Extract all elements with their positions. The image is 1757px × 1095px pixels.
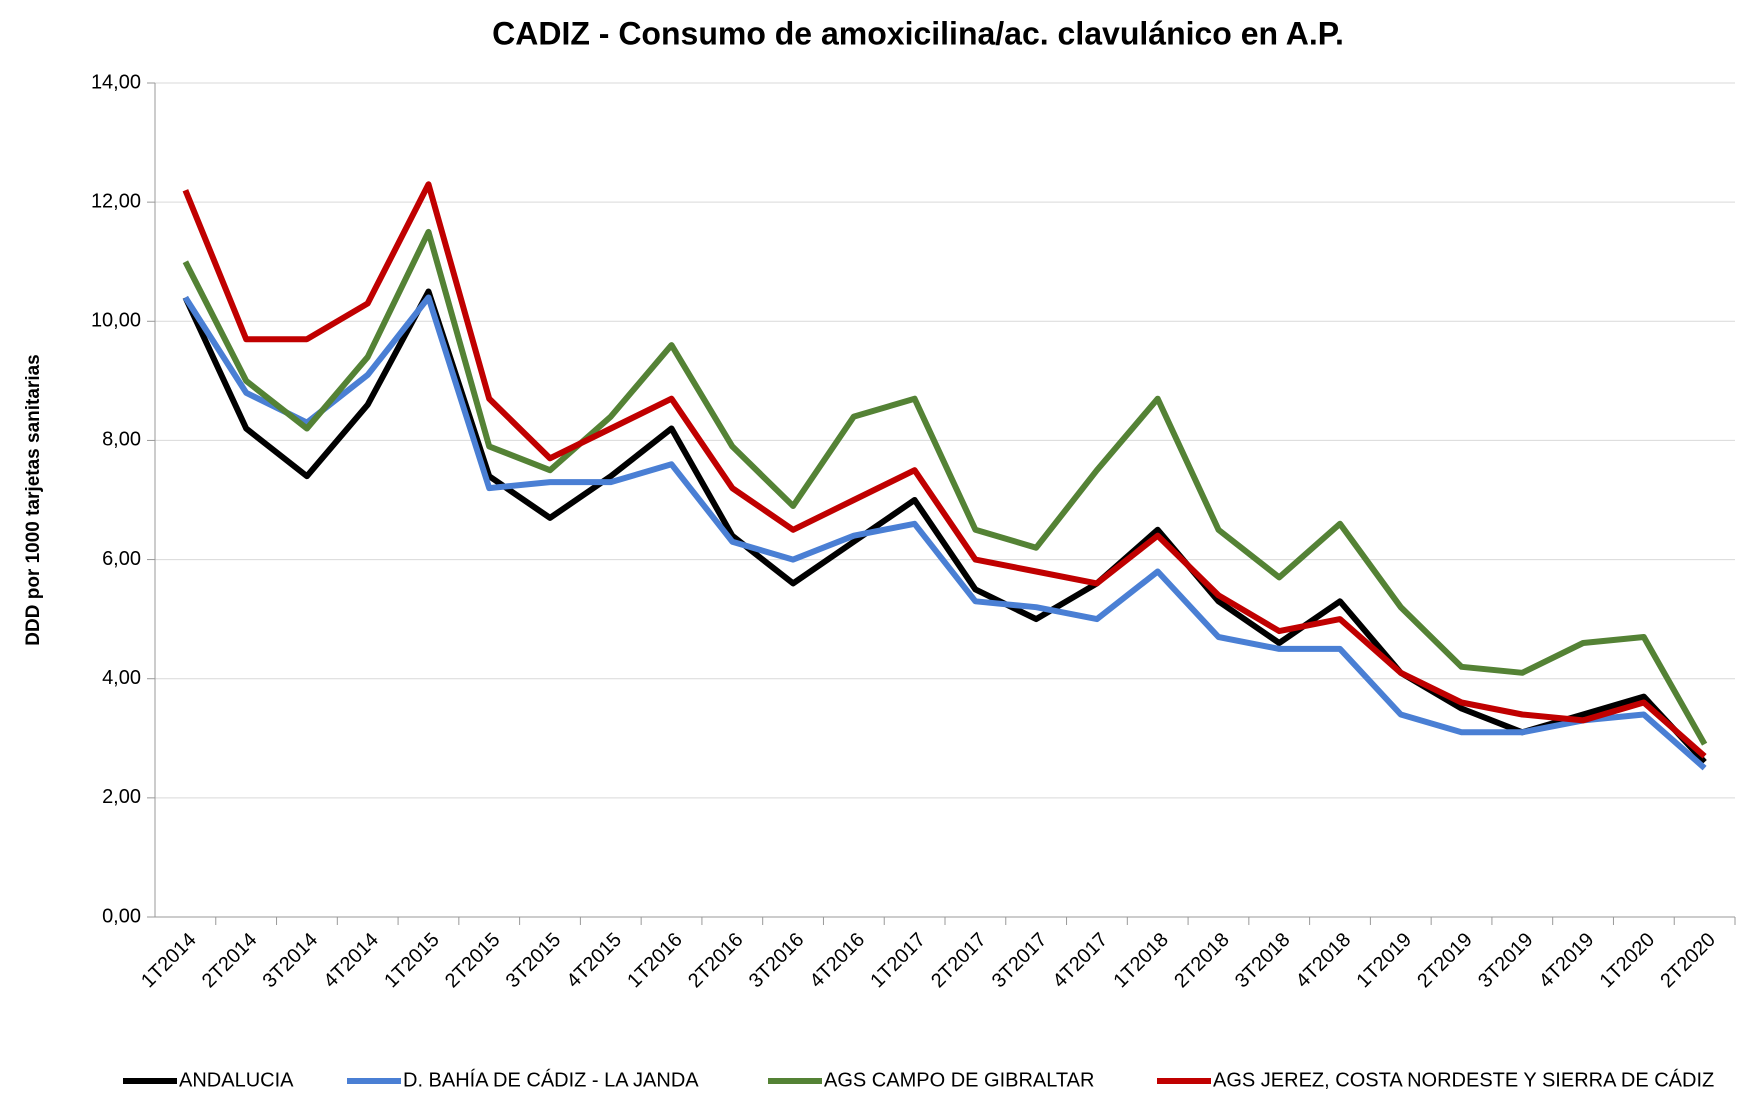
x-tick-label: 4T2016 — [806, 929, 870, 993]
x-tick-label: 3T2017 — [988, 929, 1052, 993]
y-axis-label: DDD por 1000 tarjetas sanitarias — [23, 354, 44, 645]
x-tick-label: 2T2014 — [198, 929, 262, 993]
x-tick-label: 4T2019 — [1535, 929, 1599, 993]
x-tick-label: 2T2020 — [1656, 929, 1720, 993]
x-tick-label: 3T2018 — [1231, 929, 1295, 993]
x-tick-label: 3T2014 — [259, 929, 323, 993]
legend-label: D. BAHÍA DE CÁDIZ - LA JANDA — [403, 1068, 699, 1091]
series-line — [182, 228, 1708, 746]
x-tick-label: 1T2017 — [866, 929, 930, 993]
series-line — [182, 288, 1707, 765]
y-tick-label: 14,00 — [91, 71, 141, 93]
y-tick-label: 12,00 — [91, 190, 141, 212]
legend-label: ANDALUCIA — [179, 1069, 294, 1091]
x-tick-label: 4T2014 — [319, 929, 383, 993]
y-tick-label: 4,00 — [102, 667, 141, 689]
series-line — [182, 294, 1707, 771]
x-tick-label: 1T2014 — [137, 929, 201, 993]
x-tick-label: 1T2015 — [380, 929, 444, 993]
x-tick-label: 2T2015 — [441, 929, 505, 993]
x-tick-label: 3T2015 — [502, 929, 566, 993]
x-tick-label: 1T2016 — [623, 929, 687, 993]
chart-title: CADIZ - Consumo de amoxicilina/ac. clavu… — [492, 15, 1344, 51]
y-tick-label: 10,00 — [91, 310, 141, 332]
x-tick-label: 3T2019 — [1474, 929, 1538, 993]
x-tick-label: 2T2018 — [1170, 929, 1234, 993]
x-tick-label: 2T2017 — [927, 929, 991, 993]
x-tick-label: 1T2018 — [1109, 929, 1173, 993]
x-tick-label: 4T2017 — [1049, 929, 1113, 993]
y-tick-label: 8,00 — [102, 429, 141, 451]
x-tick-label: 4T2015 — [563, 929, 627, 993]
x-tick-label: 1T2019 — [1353, 929, 1417, 993]
y-tick-label: 0,00 — [102, 905, 141, 927]
x-tick-label: 1T2020 — [1596, 929, 1660, 993]
x-tick-label: 2T2016 — [684, 929, 748, 993]
x-tick-label: 4T2018 — [1292, 929, 1356, 993]
y-tick-label: 6,00 — [102, 548, 141, 570]
series-line — [182, 181, 1707, 759]
x-tick-label: 3T2016 — [745, 929, 809, 993]
y-tick-label: 2,00 — [102, 786, 141, 808]
legend-label: AGS JEREZ, COSTA NORDESTE Y SIERRA DE CÁ… — [1213, 1068, 1714, 1091]
x-tick-label: 2T2019 — [1413, 929, 1477, 993]
legend-label: AGS CAMPO DE GIBRALTAR — [824, 1069, 1094, 1091]
